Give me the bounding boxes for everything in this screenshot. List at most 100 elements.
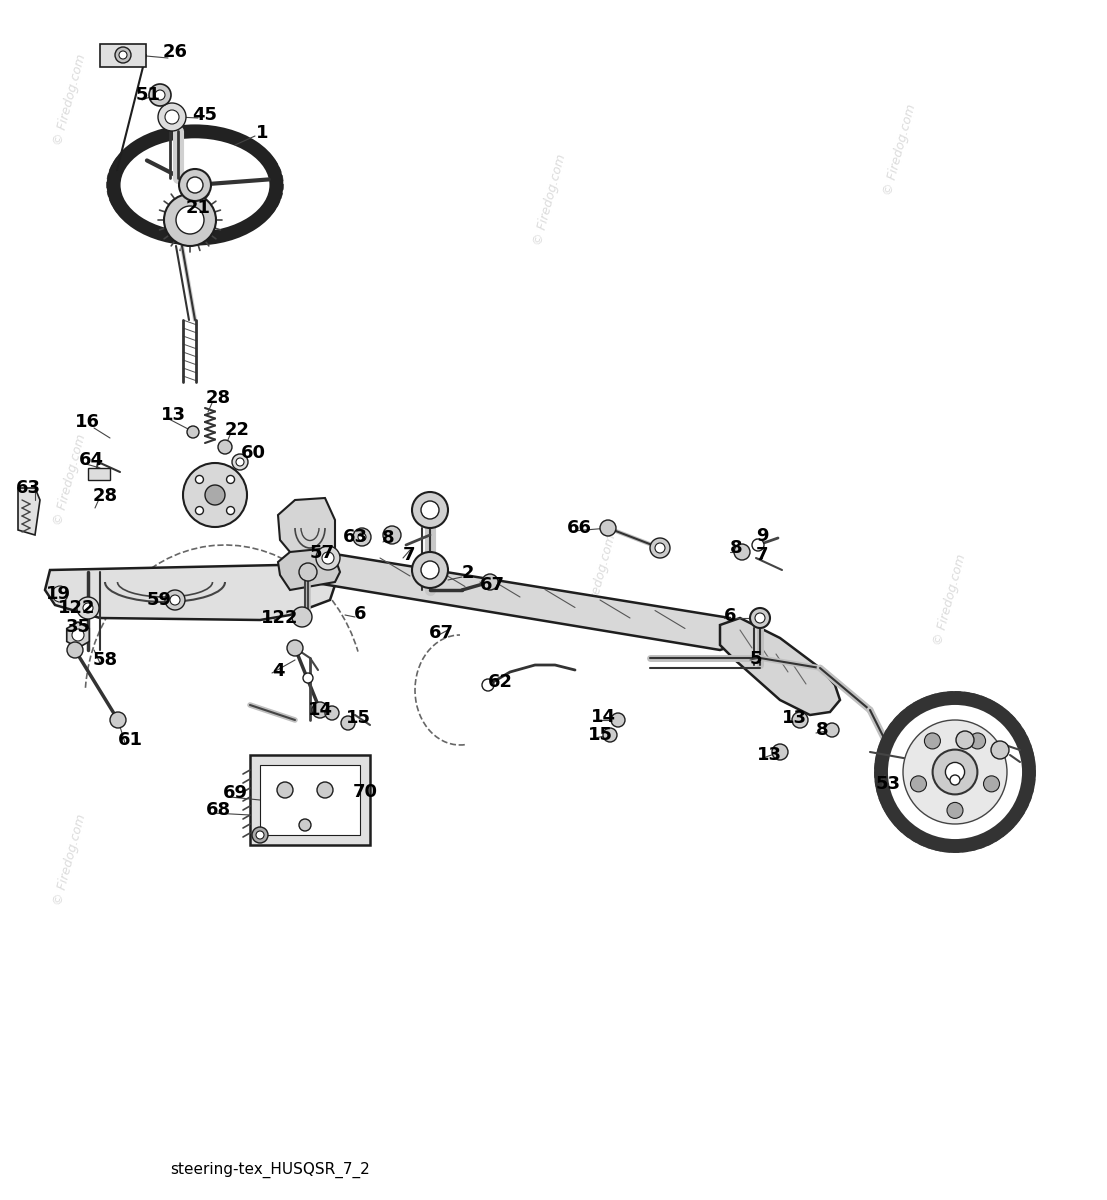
Polygon shape bbox=[18, 488, 40, 535]
Circle shape bbox=[155, 90, 165, 100]
Text: 60: 60 bbox=[240, 444, 266, 462]
Circle shape bbox=[77, 596, 99, 619]
Text: 67: 67 bbox=[479, 576, 505, 594]
Bar bbox=[250, 755, 370, 845]
Circle shape bbox=[115, 47, 131, 62]
Circle shape bbox=[187, 176, 203, 193]
Circle shape bbox=[170, 595, 180, 605]
Circle shape bbox=[312, 702, 328, 718]
Circle shape bbox=[945, 762, 964, 781]
Circle shape bbox=[341, 716, 355, 730]
Circle shape bbox=[825, 722, 839, 737]
Circle shape bbox=[227, 475, 235, 484]
Circle shape bbox=[655, 542, 665, 553]
Polygon shape bbox=[300, 550, 738, 650]
Text: 26: 26 bbox=[163, 43, 187, 61]
Circle shape bbox=[792, 712, 808, 728]
Text: 51: 51 bbox=[135, 86, 161, 104]
Circle shape bbox=[603, 728, 617, 742]
Bar bbox=[260, 766, 360, 835]
Circle shape bbox=[734, 544, 751, 560]
Circle shape bbox=[292, 607, 312, 626]
Circle shape bbox=[412, 552, 448, 588]
Circle shape bbox=[946, 803, 963, 818]
Text: 59: 59 bbox=[146, 590, 172, 608]
Circle shape bbox=[183, 463, 247, 527]
Text: 66: 66 bbox=[567, 518, 591, 538]
Circle shape bbox=[299, 563, 317, 581]
Circle shape bbox=[600, 520, 615, 536]
Text: 69: 69 bbox=[223, 784, 248, 802]
Text: 21: 21 bbox=[186, 199, 210, 217]
Text: 7: 7 bbox=[756, 546, 768, 564]
Circle shape bbox=[176, 206, 204, 234]
Circle shape bbox=[482, 574, 498, 590]
Circle shape bbox=[52, 586, 68, 602]
Text: 35: 35 bbox=[65, 618, 91, 636]
Circle shape bbox=[755, 613, 765, 623]
Circle shape bbox=[358, 533, 366, 541]
Polygon shape bbox=[100, 44, 146, 67]
Circle shape bbox=[383, 526, 401, 544]
Text: 16: 16 bbox=[74, 413, 100, 431]
Circle shape bbox=[299, 818, 311, 830]
Circle shape bbox=[932, 750, 977, 794]
Circle shape bbox=[353, 528, 371, 546]
Circle shape bbox=[83, 602, 93, 613]
Circle shape bbox=[227, 506, 235, 515]
Circle shape bbox=[412, 492, 448, 528]
Circle shape bbox=[164, 194, 216, 246]
Polygon shape bbox=[66, 622, 90, 648]
Text: 4: 4 bbox=[271, 662, 284, 680]
Circle shape bbox=[218, 440, 232, 454]
Circle shape bbox=[315, 546, 340, 570]
Polygon shape bbox=[278, 548, 340, 590]
Circle shape bbox=[751, 608, 770, 628]
Circle shape bbox=[158, 103, 186, 131]
Polygon shape bbox=[87, 468, 110, 480]
Text: 15: 15 bbox=[588, 726, 612, 744]
Text: © Firedog.com: © Firedog.com bbox=[52, 812, 89, 907]
Circle shape bbox=[956, 731, 974, 749]
Text: 53: 53 bbox=[876, 775, 900, 793]
Text: 64: 64 bbox=[79, 451, 103, 469]
Circle shape bbox=[256, 830, 263, 839]
Text: 19: 19 bbox=[45, 584, 71, 602]
Circle shape bbox=[149, 84, 170, 106]
Text: 13: 13 bbox=[161, 406, 186, 424]
Ellipse shape bbox=[114, 131, 277, 239]
Circle shape bbox=[983, 776, 1000, 792]
Circle shape bbox=[650, 538, 670, 558]
Text: 5: 5 bbox=[749, 650, 763, 668]
Circle shape bbox=[196, 475, 204, 484]
Text: © Firedog.com: © Firedog.com bbox=[531, 152, 569, 247]
Circle shape bbox=[322, 552, 334, 564]
Circle shape bbox=[110, 712, 126, 728]
Text: 63: 63 bbox=[15, 479, 41, 497]
Text: © Firedog.com: © Firedog.com bbox=[932, 553, 969, 647]
Text: 67: 67 bbox=[428, 624, 454, 642]
Polygon shape bbox=[278, 498, 335, 558]
Circle shape bbox=[421, 560, 439, 578]
Text: 7: 7 bbox=[403, 546, 415, 564]
Text: 57: 57 bbox=[310, 544, 334, 562]
Text: 14: 14 bbox=[590, 708, 615, 726]
Circle shape bbox=[970, 733, 985, 749]
Text: 22: 22 bbox=[225, 421, 249, 439]
Text: 8: 8 bbox=[730, 539, 743, 557]
Text: 28: 28 bbox=[93, 487, 117, 505]
Text: 8: 8 bbox=[382, 529, 394, 547]
Circle shape bbox=[325, 706, 339, 720]
Circle shape bbox=[772, 744, 788, 760]
Text: 122: 122 bbox=[59, 599, 95, 617]
Polygon shape bbox=[720, 618, 840, 715]
Text: © Firedog.com: © Firedog.com bbox=[581, 533, 619, 628]
Text: 8: 8 bbox=[816, 721, 828, 739]
Text: 15: 15 bbox=[345, 709, 371, 727]
Text: 13: 13 bbox=[782, 709, 807, 727]
Text: 6: 6 bbox=[724, 607, 736, 625]
Circle shape bbox=[187, 426, 199, 438]
Text: 68: 68 bbox=[206, 802, 230, 818]
Text: 122: 122 bbox=[261, 608, 299, 626]
Circle shape bbox=[72, 629, 84, 641]
